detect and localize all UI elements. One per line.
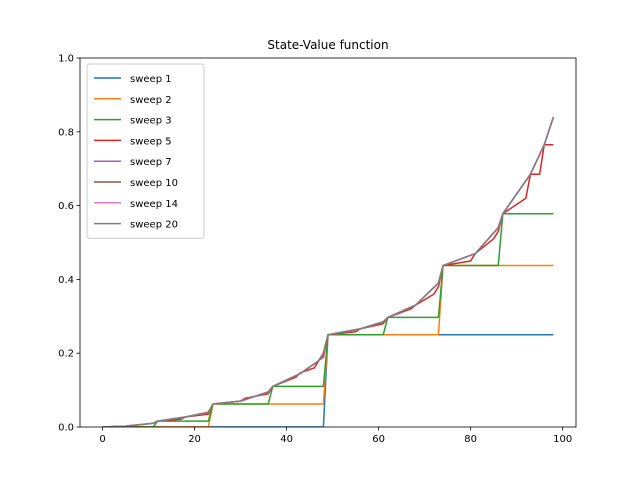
y-tick-label: 1.0 bbox=[58, 54, 74, 65]
axes: 0 20 40 60 80 100 0.0 0.2 0.4 0.6 0.8 1.0 bbox=[58, 54, 577, 445]
chart-title: State-Value function bbox=[267, 38, 388, 52]
x-tick-label: 60 bbox=[372, 434, 385, 445]
y-tick-label: 0.2 bbox=[58, 349, 74, 360]
legend-label-6: sweep 10 bbox=[130, 178, 178, 189]
legend-label-7: sweep 14 bbox=[130, 199, 178, 210]
y-tick-label: 0.4 bbox=[58, 275, 74, 286]
x-tick-label: 100 bbox=[553, 434, 572, 445]
x-tick-label: 20 bbox=[188, 434, 201, 445]
series-line-8 bbox=[102, 116, 555, 427]
plot-area bbox=[102, 116, 555, 427]
series-line-3 bbox=[102, 212, 554, 427]
legend-label-4: sweep 5 bbox=[130, 136, 172, 147]
legend-label-8: sweep 20 bbox=[130, 220, 178, 231]
legend-label-1: sweep 1 bbox=[130, 74, 172, 85]
y-tick-label: 0.6 bbox=[58, 201, 74, 212]
y-tick-label: 0.8 bbox=[58, 127, 74, 138]
axes-frame bbox=[79, 57, 577, 428]
x-tick-label: 0 bbox=[99, 434, 105, 445]
legend-box bbox=[86, 63, 205, 239]
x-tick-label: 80 bbox=[464, 434, 477, 445]
series-line-1 bbox=[102, 334, 554, 427]
legend: sweep 1 sweep 2 sweep 3 sweep 5 sweep 7 sweep… bbox=[86, 63, 205, 239]
legend-label-5: sweep 7 bbox=[130, 157, 172, 168]
legend-label-3: sweep 3 bbox=[130, 116, 172, 127]
legend-label-2: sweep 2 bbox=[130, 95, 172, 106]
y-tick-label: 0.0 bbox=[58, 423, 74, 434]
x-tick-label: 40 bbox=[280, 434, 293, 445]
